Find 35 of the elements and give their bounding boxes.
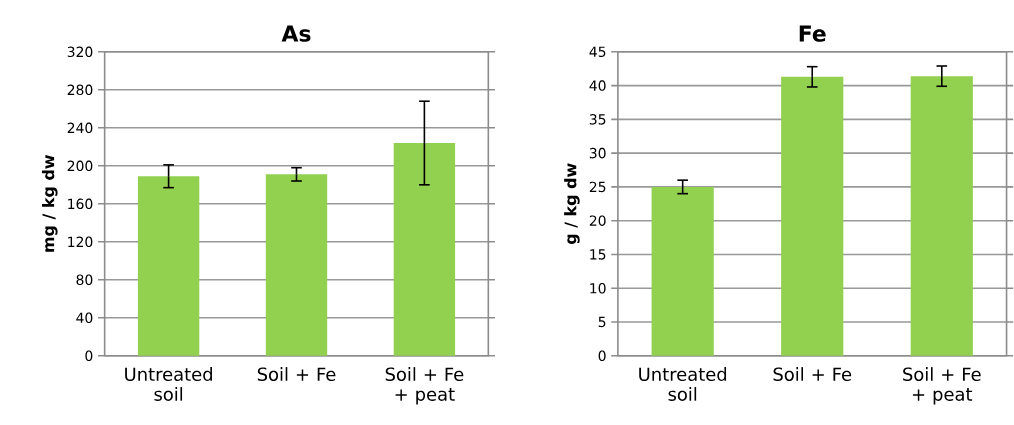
x-tick-label: Soil + Fe: [257, 367, 336, 382]
y-axis-title: g / kg dw: [564, 163, 580, 245]
x-tick-label: Soil + Fe + peat: [903, 367, 981, 405]
bar: [651, 187, 714, 356]
y-tick-label: 20: [589, 215, 606, 227]
x-tick-label: Untreated soil: [639, 367, 727, 402]
y-tick-label: 40: [589, 80, 606, 92]
y-tick-label: 200: [67, 160, 93, 172]
bar: [265, 174, 328, 356]
y-tick-label: 35: [589, 114, 606, 125]
y-tick-label: 120: [68, 236, 93, 248]
bar: [781, 77, 844, 356]
y-tick-label: 320: [67, 46, 93, 58]
chart-title: As: [281, 25, 311, 43]
y-tick-label: 25: [589, 181, 606, 193]
y-tick-label: 0: [598, 350, 606, 362]
y-tick-label: 280: [67, 84, 93, 96]
x-tick-label: Soil + Fe: [773, 367, 852, 382]
y-tick-label: 40: [76, 312, 93, 324]
y-tick-label: 45: [589, 46, 606, 58]
y-tick-label: 30: [589, 148, 606, 159]
bar: [393, 143, 456, 356]
bar: [137, 176, 200, 356]
y-tick-label: 15: [590, 249, 606, 260]
chart-title: Fe: [799, 25, 826, 43]
y-tick-label: 0: [85, 350, 93, 362]
y-tick-label: 240: [67, 122, 93, 134]
y-tick-label: 5: [598, 317, 606, 328]
y-axis-title: mg / kg dw: [42, 155, 58, 253]
x-tick-label: Soil + Fe + peat: [385, 367, 464, 405]
x-tick-label: Untreated soil: [125, 367, 212, 402]
bar: [910, 76, 973, 356]
y-tick-label: 10: [590, 283, 606, 294]
y-tick-label: 80: [76, 274, 93, 286]
y-tick-label: 160: [68, 198, 93, 210]
